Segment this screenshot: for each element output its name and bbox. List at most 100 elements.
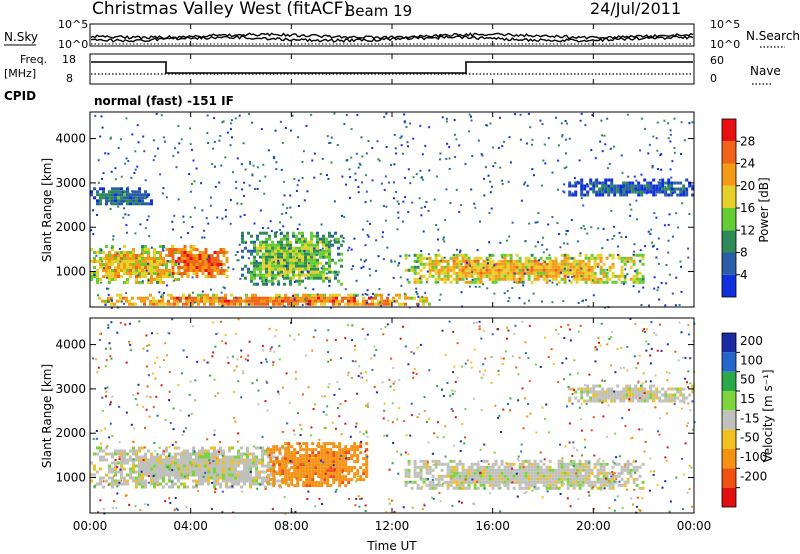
velocity-cell	[554, 471, 558, 475]
power-cell	[140, 252, 143, 255]
power-cell	[195, 254, 199, 257]
velocity-cell	[323, 475, 327, 479]
velocity-cell	[126, 452, 129, 456]
power-cell	[117, 146, 120, 149]
velocity-cell	[138, 446, 141, 450]
power-cell	[223, 287, 226, 290]
power-cell	[111, 278, 114, 281]
power-cell	[141, 260, 144, 263]
power-cell	[620, 190, 623, 193]
velocity-cell	[491, 462, 495, 466]
velocity-cell	[189, 464, 192, 468]
velocity-cell	[632, 468, 636, 472]
velocity-cell	[231, 455, 234, 459]
power-cell	[470, 274, 474, 278]
power-cell	[415, 291, 418, 294]
power-cell	[491, 146, 494, 149]
power-cell	[488, 268, 492, 272]
velocity-cell	[222, 473, 225, 477]
power-cell	[271, 243, 274, 247]
velocity-cell	[213, 433, 216, 436]
power-cell	[371, 296, 374, 300]
velocity-cell	[192, 464, 195, 468]
power-cell	[320, 267, 323, 270]
power-cell	[141, 281, 144, 284]
power-cell	[110, 170, 113, 173]
power-cell	[413, 296, 416, 300]
power-cell	[108, 199, 111, 203]
velocity-cell	[326, 472, 330, 476]
velocity-cell	[387, 419, 390, 422]
power-cell	[247, 270, 250, 274]
power-cell	[557, 265, 561, 269]
velocity-cell	[326, 451, 330, 455]
power-cell	[210, 260, 214, 263]
power-cell	[578, 253, 582, 257]
velocity-cell	[123, 482, 126, 486]
power-cell	[374, 302, 377, 306]
velocity-cell	[587, 483, 591, 487]
velocity-cell	[638, 354, 641, 357]
power-cell	[610, 184, 614, 188]
power-cell	[497, 274, 501, 278]
velocity-cell	[459, 440, 462, 443]
power-cell	[361, 293, 364, 296]
power-cell	[304, 237, 307, 241]
velocity-cell	[278, 451, 282, 455]
power-cell	[109, 208, 112, 210]
power-cell	[144, 269, 147, 272]
velocity-cell	[595, 384, 599, 388]
power-cell	[275, 161, 278, 164]
velocity-cell	[479, 465, 483, 469]
nave-tick-0: 0	[710, 72, 717, 85]
velocity-cell	[353, 475, 357, 479]
velocity-cell	[613, 396, 617, 400]
power-cell	[602, 227, 605, 230]
velocity-cell	[450, 408, 453, 411]
power-cell	[146, 262, 149, 265]
velocity-cell	[335, 466, 339, 470]
velocity-cell	[677, 359, 680, 362]
velocity-cell	[497, 486, 501, 490]
velocity-cell	[311, 469, 315, 473]
velocity-cell	[350, 448, 354, 452]
power-cell	[356, 293, 359, 297]
power-cell	[584, 256, 588, 260]
power-cell	[661, 184, 665, 188]
power-cell	[250, 273, 253, 277]
velocity-cell	[649, 362, 652, 365]
power-cell	[259, 267, 262, 271]
velocity-cell	[180, 455, 183, 459]
power-cell	[413, 253, 417, 257]
velocity-cell	[503, 468, 507, 472]
power-cell	[123, 251, 126, 254]
power-cell	[385, 205, 388, 208]
power-cell	[262, 252, 265, 256]
velocity-cell	[442, 482, 444, 485]
velocity-cell	[117, 479, 120, 483]
velocity-cell	[246, 455, 249, 459]
power-cell	[419, 256, 423, 260]
power-cell	[570, 219, 573, 221]
power-cell	[253, 270, 256, 274]
power-cell	[453, 119, 456, 121]
velocity-cell	[431, 459, 435, 463]
power-cell	[497, 268, 501, 272]
power-cell	[238, 243, 241, 246]
velocity-cell	[240, 490, 243, 493]
velocity-cell	[545, 483, 549, 487]
velocity-cell	[99, 446, 102, 450]
power-cell	[307, 246, 310, 250]
velocity-cell	[266, 469, 270, 473]
power-cell	[667, 187, 671, 191]
velocity-cell	[548, 468, 552, 472]
velocity-cell	[335, 469, 339, 473]
power-cell	[295, 237, 298, 241]
velocity-cell	[284, 481, 288, 485]
power-cell	[106, 276, 109, 279]
power-cell	[322, 279, 325, 283]
velocity-cell	[261, 435, 264, 438]
velocity-cell	[494, 404, 497, 407]
velocity-cell	[326, 481, 330, 485]
power-cell	[111, 254, 114, 257]
